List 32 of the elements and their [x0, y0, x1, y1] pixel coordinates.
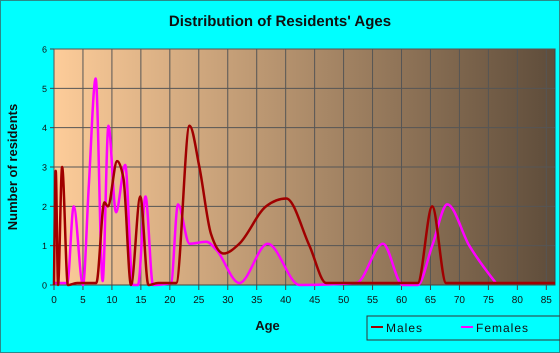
- y-tick-label: 2: [42, 202, 47, 212]
- x-tick-label: 35: [251, 295, 263, 306]
- x-tick-label: 15: [135, 295, 147, 306]
- x-tick-label: 65: [424, 295, 436, 306]
- legend-label: Females: [476, 321, 530, 335]
- line-series: [52, 77, 498, 286]
- legend-label: Males: [386, 321, 424, 335]
- y-tick-label: 6: [42, 44, 47, 54]
- y-tick-label: 4: [42, 123, 47, 134]
- x-tick-label: 0: [51, 295, 58, 306]
- x-tick-label: 50: [338, 295, 350, 306]
- x-tick-label: 85: [540, 295, 552, 306]
- x-tick-label: 45: [309, 295, 321, 306]
- x-tick-label: 10: [106, 295, 118, 306]
- x-tick-label: 40: [280, 295, 292, 306]
- x-tick-label: 70: [454, 295, 466, 306]
- x-tick-label: 20: [164, 295, 176, 306]
- line-series: [52, 124, 556, 286]
- y-tick-label: 1: [42, 241, 47, 252]
- x-tick-label: 5: [80, 295, 86, 306]
- y-tick-label: 3: [42, 162, 47, 172]
- x-tick-label: 30: [222, 295, 234, 306]
- x-tick-label: 55: [366, 295, 379, 306]
- y-tick-label: 5: [42, 84, 47, 94]
- x-tick-label: 60: [396, 295, 408, 306]
- chart-title: Distribution of Residents' Ages: [168, 13, 392, 30]
- y-axis-title: Number of residents: [5, 104, 20, 230]
- x-tick-label: 25: [193, 295, 205, 306]
- x-axis-title: Age: [255, 318, 280, 333]
- x-tick-label: 80: [512, 295, 524, 306]
- x-tick-label: 75: [482, 295, 494, 306]
- y-tick-label: 0: [42, 280, 47, 290]
